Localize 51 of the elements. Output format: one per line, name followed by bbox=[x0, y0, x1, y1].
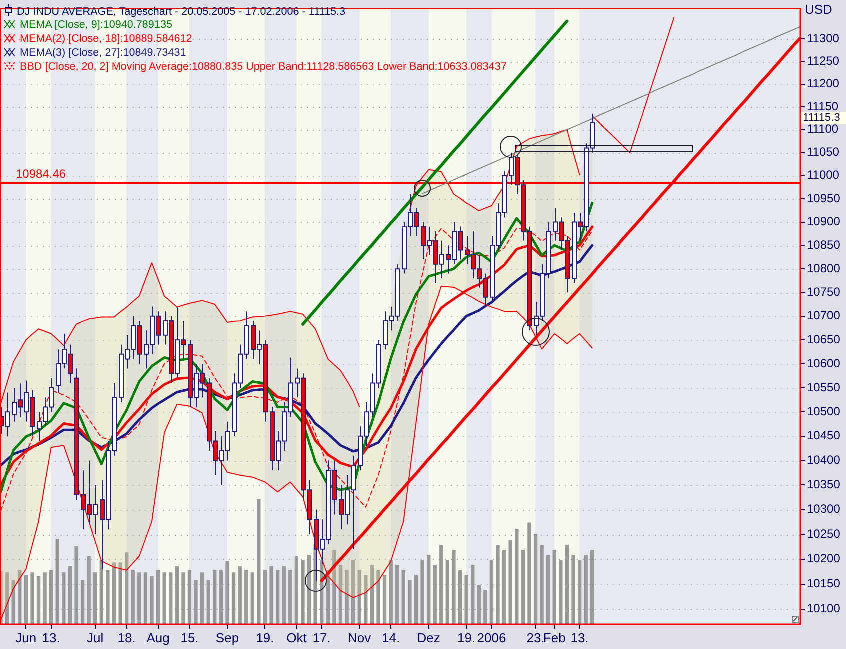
x-tick-label: Feb bbox=[543, 630, 566, 646]
chart-title: DJ INDU AVERAGE, Tageschart - 20.05.2005 - 17.02.2006 - 11115.3 bbox=[17, 6, 346, 18]
x-tick-label: 2006 bbox=[477, 630, 506, 646]
x-tick-label: 15. bbox=[180, 630, 199, 646]
x-tick-label: Dez bbox=[417, 630, 440, 646]
y-tick-label: 11050 bbox=[807, 145, 840, 160]
x-tick-label: 18. bbox=[118, 630, 136, 646]
legend-label: MEMA(3) [Close, 27]:10849.73431 bbox=[20, 47, 186, 59]
y-tick-label: 10700 bbox=[807, 308, 841, 323]
legend-label: MEMA [Close, 9]:10940.789135 bbox=[20, 19, 172, 31]
y-tick-label: 10750 bbox=[807, 284, 841, 299]
x-tick-label: 14. bbox=[382, 630, 400, 646]
y-tick-label: 11000 bbox=[807, 168, 840, 182]
x-tick-label: 19. bbox=[458, 630, 476, 646]
y-tick-label: 10200 bbox=[807, 552, 841, 566]
y-tick-label: 11250 bbox=[807, 54, 840, 68]
ref-line-label: 10984.46 bbox=[16, 167, 66, 182]
legend-label: MEMA(2) [Close, 18]:10889.584612 bbox=[20, 33, 192, 45]
x-tick-label: Sep bbox=[216, 630, 240, 646]
y-tick-label: 10900 bbox=[807, 214, 841, 229]
x-tick-label: Nov bbox=[348, 630, 372, 646]
legend-label: BBD [Close, 20, 2] Moving Average:10880.835 Upper Band:11128.586563 Lower Band:10633.083437 bbox=[20, 61, 507, 73]
x-tick-label: Aug bbox=[146, 630, 170, 646]
y-tick-label: 10100 bbox=[807, 602, 841, 616]
x-tick-label: Jun bbox=[16, 630, 37, 646]
y-tick-label: 10150 bbox=[807, 576, 841, 591]
y-tick-label: 10350 bbox=[807, 478, 841, 492]
x-tick-label: 17. bbox=[312, 630, 331, 646]
x-tick-label: 19. bbox=[256, 630, 274, 646]
text: 11115.3 bbox=[801, 112, 846, 124]
x-tick-label: Jul bbox=[87, 630, 104, 646]
y-tick-label: 10950 bbox=[807, 191, 841, 206]
y-tick-label: 11150 bbox=[807, 99, 839, 114]
y-tick-label: 10600 bbox=[807, 356, 841, 370]
y-tick-label: 10850 bbox=[807, 238, 841, 252]
x-tick-label: 23. bbox=[526, 630, 545, 646]
y-tick-label: 10800 bbox=[807, 261, 841, 276]
y-tick-label: 10250 bbox=[807, 526, 841, 541]
y-tick-label: 10450 bbox=[807, 428, 841, 443]
y-tick-label: 11300 bbox=[807, 32, 840, 46]
y-tick-label: 10550 bbox=[807, 380, 841, 394]
y-tick-label: 10300 bbox=[807, 502, 841, 516]
y-axis-title: USD bbox=[805, 2, 832, 17]
x-tick-label: 13. bbox=[42, 630, 60, 646]
y-tick-label: 11200 bbox=[807, 76, 840, 91]
y-tick-label: 10400 bbox=[807, 453, 841, 468]
y-tick-label: 10650 bbox=[807, 332, 841, 346]
x-tick-label: 13. bbox=[570, 630, 589, 646]
x-tick-label: Okt bbox=[286, 630, 308, 646]
y-tick-label: 10500 bbox=[807, 404, 841, 418]
y-tick-label: 11100 bbox=[807, 122, 839, 136]
